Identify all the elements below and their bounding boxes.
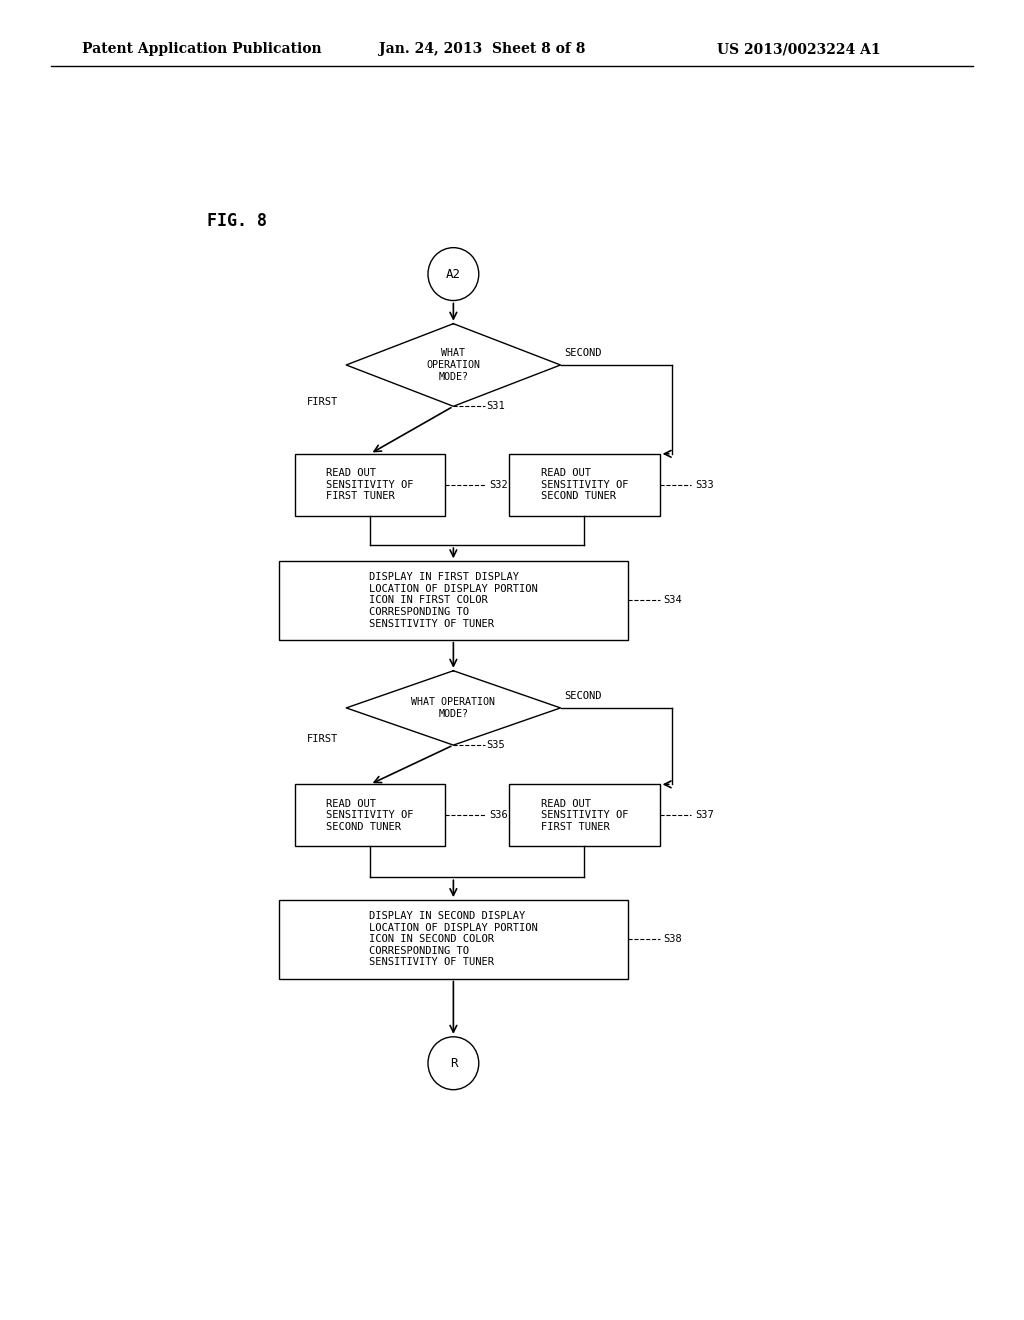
Text: S38: S38 — [664, 935, 682, 944]
Text: S37: S37 — [695, 810, 714, 820]
Text: US 2013/0023224 A1: US 2013/0023224 A1 — [717, 42, 881, 57]
Text: READ OUT
SENSITIVITY OF
FIRST TUNER: READ OUT SENSITIVITY OF FIRST TUNER — [327, 469, 414, 502]
Text: A2: A2 — [445, 268, 461, 281]
Text: READ OUT
SENSITIVITY OF
FIRST TUNER: READ OUT SENSITIVITY OF FIRST TUNER — [541, 799, 628, 832]
FancyBboxPatch shape — [509, 454, 659, 516]
Text: R: R — [450, 1057, 457, 1069]
Text: FIG. 8: FIG. 8 — [207, 213, 267, 230]
Text: S32: S32 — [489, 479, 508, 490]
Text: Jan. 24, 2013  Sheet 8 of 8: Jan. 24, 2013 Sheet 8 of 8 — [379, 42, 586, 57]
FancyBboxPatch shape — [295, 454, 445, 516]
Text: S31: S31 — [486, 401, 506, 412]
Text: FIRST: FIRST — [307, 397, 338, 407]
Text: S35: S35 — [486, 741, 506, 750]
FancyBboxPatch shape — [295, 784, 445, 846]
Text: WHAT
OPERATION
MODE?: WHAT OPERATION MODE? — [426, 348, 480, 381]
FancyBboxPatch shape — [509, 784, 659, 846]
Text: SECOND: SECOND — [564, 347, 602, 358]
Text: Patent Application Publication: Patent Application Publication — [82, 42, 322, 57]
FancyBboxPatch shape — [279, 900, 628, 978]
Text: READ OUT
SENSITIVITY OF
SECOND TUNER: READ OUT SENSITIVITY OF SECOND TUNER — [327, 799, 414, 832]
FancyBboxPatch shape — [279, 561, 628, 640]
Text: FIRST: FIRST — [307, 734, 338, 744]
Text: SECOND: SECOND — [564, 690, 602, 701]
Text: S34: S34 — [664, 595, 682, 606]
Text: S33: S33 — [695, 479, 714, 490]
Text: WHAT OPERATION
MODE?: WHAT OPERATION MODE? — [412, 697, 496, 718]
Text: DISPLAY IN SECOND DISPLAY
LOCATION OF DISPLAY PORTION
ICON IN SECOND COLOR
CORRE: DISPLAY IN SECOND DISPLAY LOCATION OF DI… — [369, 911, 538, 968]
Text: S36: S36 — [489, 810, 508, 820]
Text: DISPLAY IN FIRST DISPLAY
LOCATION OF DISPLAY PORTION
ICON IN FIRST COLOR
CORRESP: DISPLAY IN FIRST DISPLAY LOCATION OF DIS… — [369, 573, 538, 628]
Text: READ OUT
SENSITIVITY OF
SECOND TUNER: READ OUT SENSITIVITY OF SECOND TUNER — [541, 469, 628, 502]
